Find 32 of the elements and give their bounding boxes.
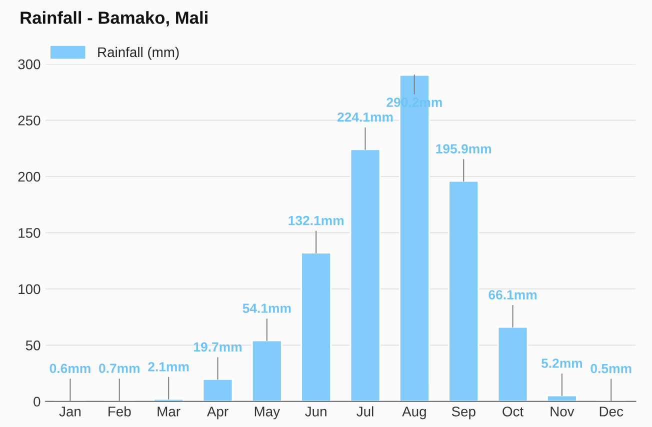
data-label: 132.1mm — [288, 216, 344, 226]
data-label: 224.1mm — [337, 112, 393, 122]
y-tick-label: 0 — [34, 396, 40, 407]
x-tick-label: Jun — [305, 406, 326, 416]
x-tick-label: Mar — [158, 406, 180, 416]
x-tick-label: Nov — [550, 406, 574, 416]
x-tick-label: May — [254, 406, 280, 420]
y-tick-label: 250 — [18, 116, 40, 126]
x-tick-label: Sep — [452, 406, 476, 420]
data-label: 54.1mm — [242, 304, 291, 313]
x-tick-label: Oct — [502, 406, 524, 416]
legend-label: Rainfall (mm) — [98, 46, 179, 60]
data-label: 0.5mm — [590, 364, 632, 374]
data-label: 0.7mm — [99, 364, 140, 373]
x-tick-label: Aug — [402, 406, 426, 420]
x-tick-label: Feb — [108, 406, 131, 416]
y-tick-label: 300 — [18, 59, 40, 70]
y-tick-label: 150 — [18, 228, 40, 238]
y-tick-label: 50 — [26, 340, 40, 350]
chart-title: Rainfall - Bamako, Mali — [20, 11, 208, 26]
data-label: 66.1mm — [488, 290, 537, 300]
x-tick-label: Jan — [59, 406, 81, 416]
y-tick-label: 200 — [18, 172, 40, 182]
data-label: 195.9mm — [436, 144, 492, 154]
data-label: 0.6mm — [50, 364, 90, 374]
data-label: 2.1mm — [148, 362, 189, 372]
x-tick-label: Jul — [356, 406, 374, 416]
data-label: 5.2mm — [541, 358, 582, 368]
x-tick-label: Apr — [206, 406, 228, 420]
data-label: 19.7mm — [194, 342, 242, 352]
y-tick-label: 100 — [18, 284, 40, 294]
x-tick-label: Dec — [600, 406, 624, 416]
